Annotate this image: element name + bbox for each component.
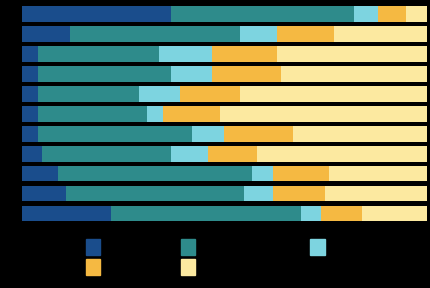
- Bar: [240, 86, 426, 102]
- Bar: [147, 106, 163, 122]
- Bar: [171, 66, 212, 82]
- Bar: [276, 26, 333, 42]
- Bar: [139, 86, 179, 102]
- Bar: [22, 206, 111, 221]
- Bar: [70, 26, 240, 42]
- Bar: [22, 186, 66, 202]
- Bar: [220, 106, 426, 122]
- Bar: [58, 166, 252, 181]
- Bar: [38, 86, 139, 102]
- Bar: [292, 126, 426, 141]
- Bar: [22, 126, 38, 141]
- Bar: [38, 106, 147, 122]
- Bar: [179, 86, 240, 102]
- Bar: [159, 46, 212, 62]
- Bar: [22, 146, 42, 162]
- Bar: [171, 146, 207, 162]
- Bar: [212, 46, 276, 62]
- Bar: [329, 166, 426, 181]
- Bar: [22, 66, 38, 82]
- Bar: [272, 166, 329, 181]
- Bar: [22, 86, 38, 102]
- Bar: [333, 26, 426, 42]
- Bar: [22, 166, 58, 181]
- Bar: [224, 126, 292, 141]
- Bar: [191, 126, 224, 141]
- Bar: [42, 146, 171, 162]
- Bar: [207, 146, 256, 162]
- Bar: [321, 206, 361, 221]
- Bar: [38, 46, 159, 62]
- Bar: [301, 206, 321, 221]
- Bar: [163, 106, 220, 122]
- Bar: [272, 186, 325, 202]
- Bar: [353, 6, 377, 22]
- Bar: [38, 126, 191, 141]
- Bar: [276, 46, 426, 62]
- Bar: [66, 186, 244, 202]
- Bar: [22, 6, 171, 22]
- Bar: [22, 46, 38, 62]
- Bar: [22, 26, 70, 42]
- Bar: [256, 146, 426, 162]
- Bar: [111, 206, 301, 221]
- Bar: [252, 166, 272, 181]
- Bar: [38, 66, 171, 82]
- Bar: [361, 206, 426, 221]
- Bar: [171, 6, 353, 22]
- Bar: [240, 26, 276, 42]
- Bar: [244, 186, 272, 202]
- Bar: [22, 106, 38, 122]
- Bar: [212, 66, 280, 82]
- Bar: [405, 6, 426, 22]
- Bar: [377, 6, 405, 22]
- Bar: [325, 186, 426, 202]
- Bar: [280, 66, 426, 82]
